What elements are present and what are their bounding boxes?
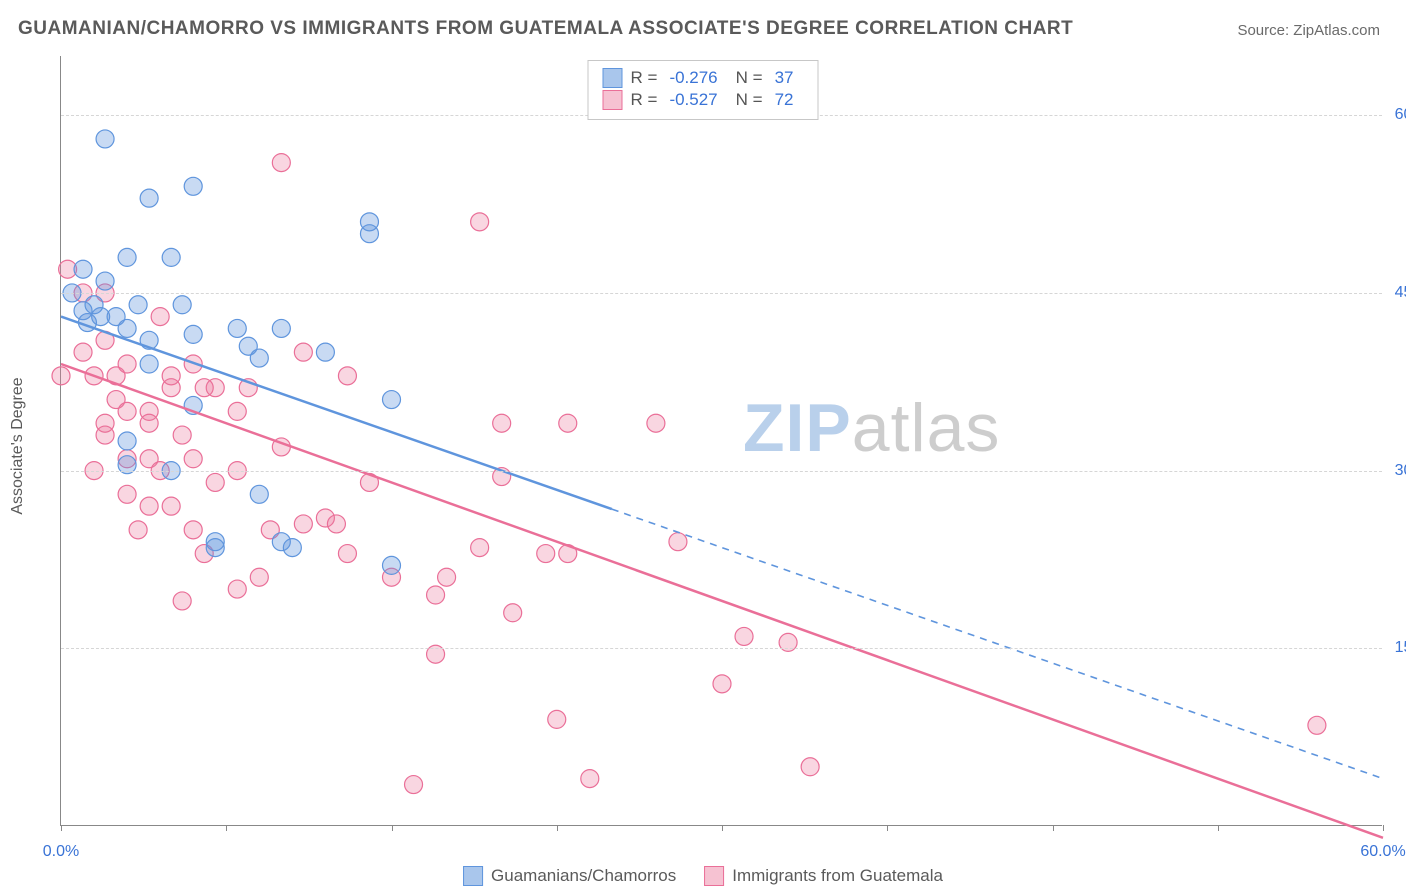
legend-item-2: Immigrants from Guatemala [704, 866, 943, 886]
y-tick-label: 45.0% [1386, 284, 1406, 302]
y-tick-label: 60.0% [1386, 106, 1406, 124]
legend-label-1: Guamanians/Chamorros [491, 866, 676, 886]
swatch-icon [463, 866, 483, 886]
r-value-2: -0.527 [669, 90, 717, 110]
x-tick [722, 825, 723, 831]
plot-area: 15.0%30.0%45.0%60.0%0.0%60.0% [60, 56, 1382, 826]
r-label: R = [631, 68, 658, 88]
legend-bottom: Guamanians/Chamorros Immigrants from Gua… [463, 866, 943, 886]
swatch-icon [704, 866, 724, 886]
scatter-svg [61, 56, 1382, 825]
r-value-1: -0.276 [669, 68, 717, 88]
x-tick-label: 0.0% [43, 843, 79, 861]
gridline [61, 471, 1382, 472]
x-tick [1383, 825, 1384, 831]
n-label: N = [736, 90, 763, 110]
x-tick [226, 825, 227, 831]
n-value-1: 37 [775, 68, 794, 88]
source-attribution: Source: ZipAtlas.com [1237, 22, 1380, 39]
n-value-2: 72 [775, 90, 794, 110]
legend-item-1: Guamanians/Chamorros [463, 866, 676, 886]
swatch-icon [603, 90, 623, 110]
legend-stats-row-1: R = -0.276 N = 37 [603, 68, 804, 88]
x-tick [392, 825, 393, 831]
legend-stats: R = -0.276 N = 37 R = -0.527 N = 72 [588, 60, 819, 120]
x-tick [887, 825, 888, 831]
gridline [61, 648, 1382, 649]
legend-label-2: Immigrants from Guatemala [732, 866, 943, 886]
y-axis-label: Associate's Degree [9, 377, 27, 514]
n-label: N = [736, 68, 763, 88]
x-tick [557, 825, 558, 831]
y-tick-label: 15.0% [1386, 639, 1406, 657]
x-tick [61, 825, 62, 831]
r-label: R = [631, 90, 658, 110]
legend-stats-row-2: R = -0.527 N = 72 [603, 90, 804, 110]
y-tick-label: 30.0% [1386, 462, 1406, 480]
x-tick [1218, 825, 1219, 831]
swatch-icon [603, 68, 623, 88]
x-tick [1053, 825, 1054, 831]
x-tick-label: 60.0% [1360, 843, 1405, 861]
chart-title: GUAMANIAN/CHAMORRO VS IMMIGRANTS FROM GU… [18, 18, 1073, 40]
gridline [61, 293, 1382, 294]
